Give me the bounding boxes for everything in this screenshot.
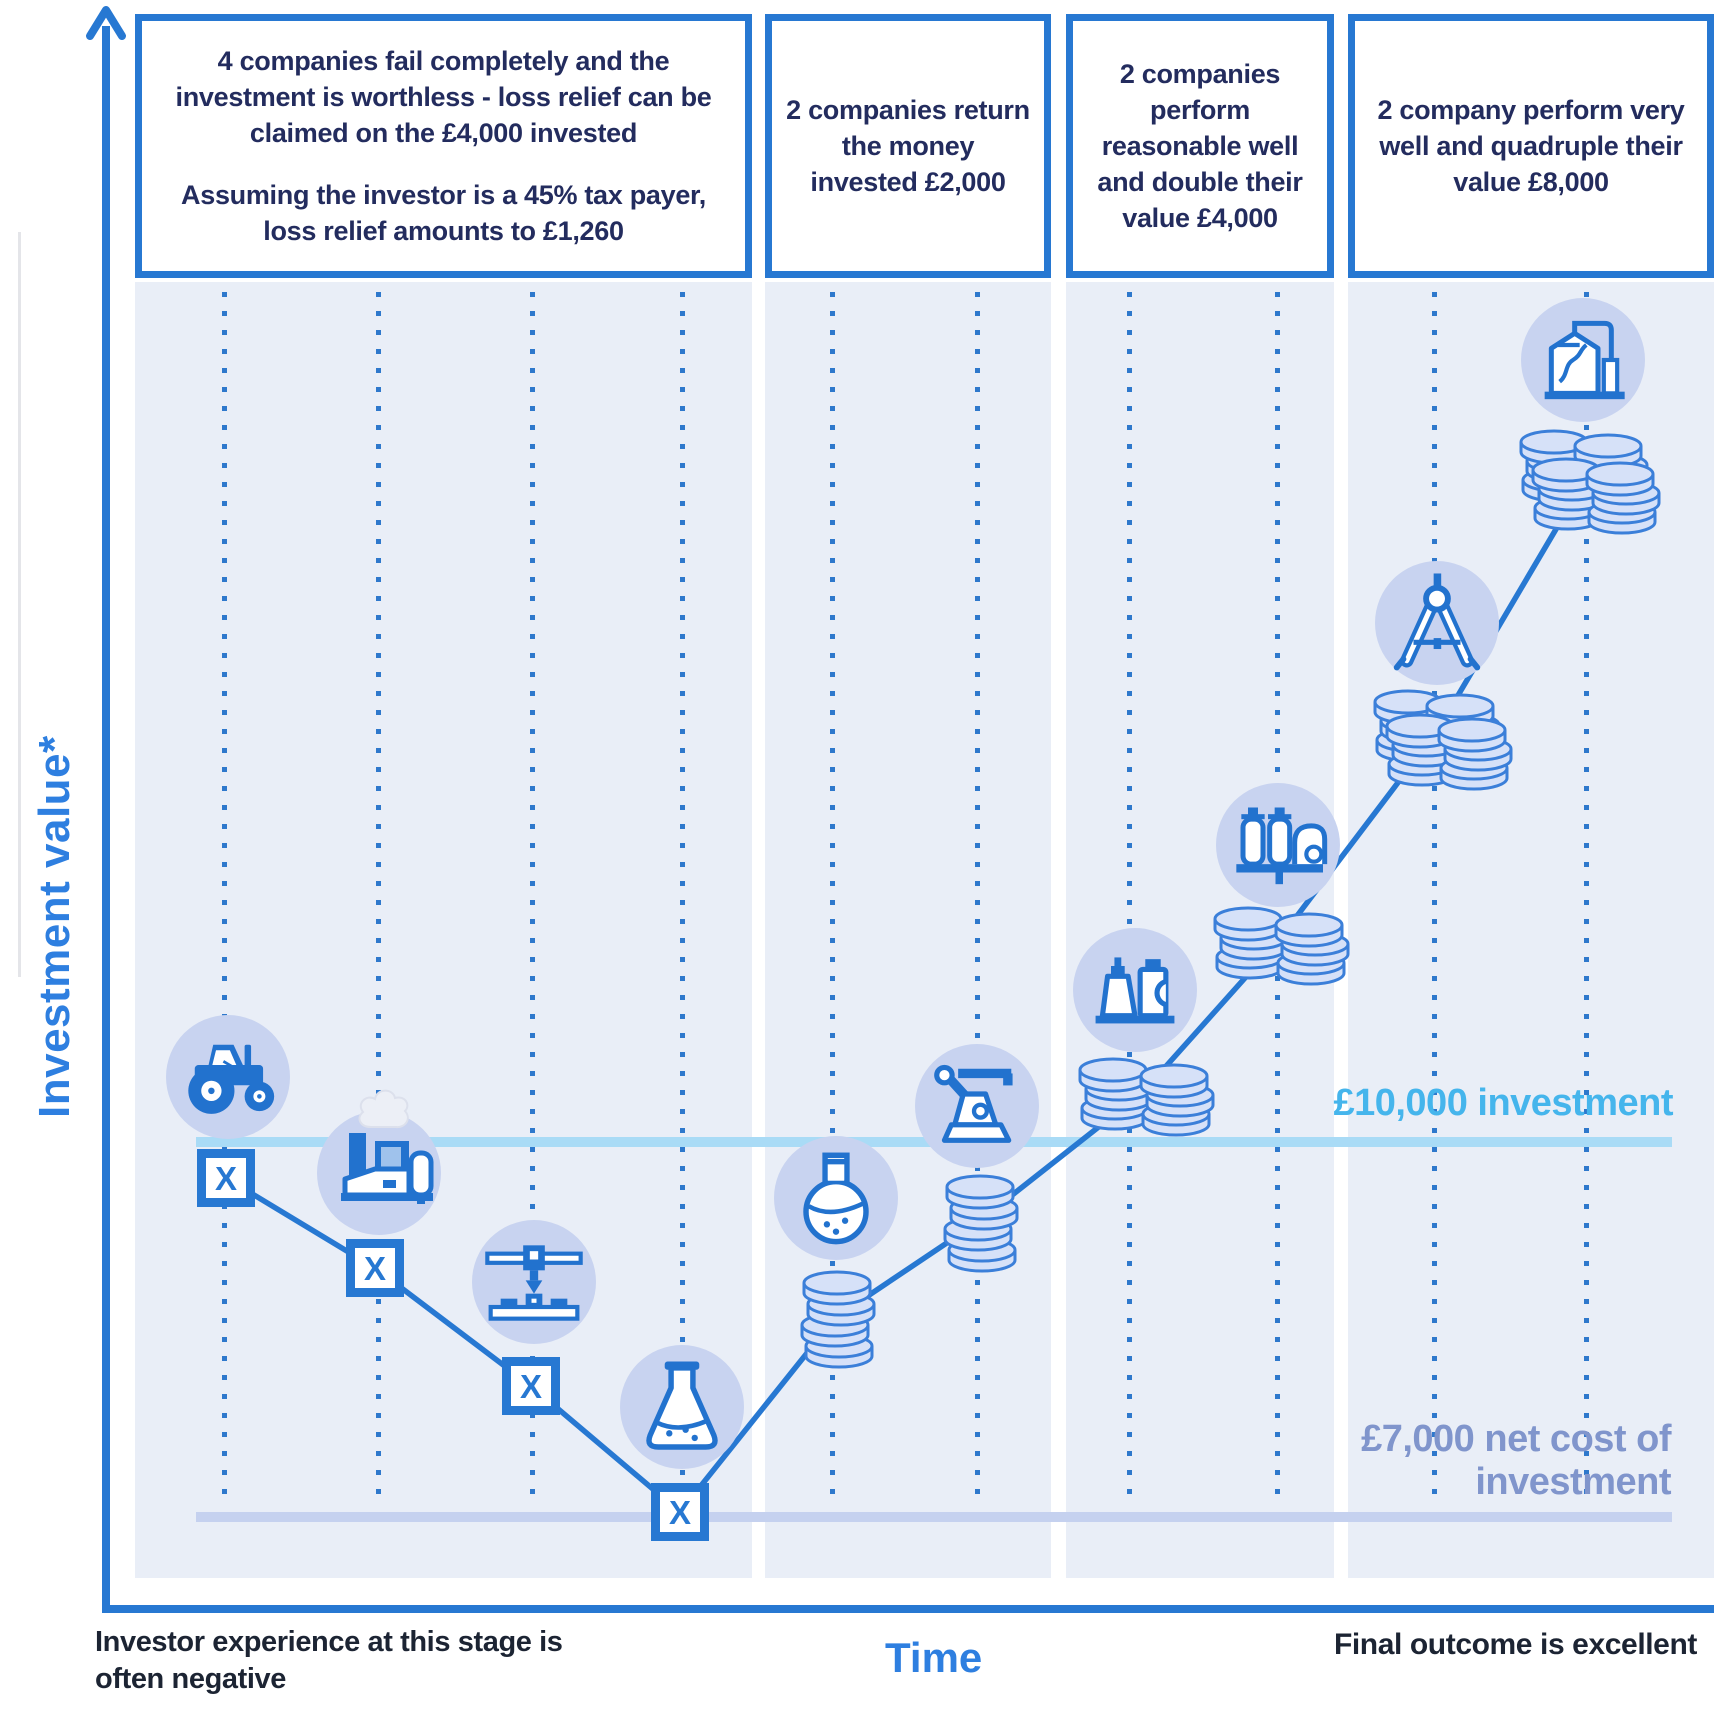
dotted-timeline <box>376 292 381 1500</box>
erlenmeyer-flask-icon <box>646 1361 718 1450</box>
company-circle <box>317 1089 441 1235</box>
3d-printer-icon <box>485 1245 583 1321</box>
fail-marker: X <box>197 1149 255 1207</box>
smoke-icon <box>358 1089 409 1129</box>
annotation-text: 2 companies perform reasonable well and … <box>1097 58 1303 234</box>
dotted-timeline <box>1584 292 1589 1500</box>
boiling-flask-icon <box>803 1152 869 1245</box>
fail-marker-label: X <box>214 1159 237 1197</box>
company-circle <box>1216 783 1340 907</box>
dotted-timeline <box>680 292 685 1500</box>
annotation-box-quadrupled: 2 company perform very well and quadrupl… <box>1348 14 1714 278</box>
company-circle <box>166 1015 290 1139</box>
fail-marker: X <box>502 1357 560 1415</box>
y-axis-label: Investment value* <box>30 735 79 1118</box>
tractor-icon <box>188 1044 275 1114</box>
bioreactor-icon <box>1236 807 1328 885</box>
fail-marker-label: X <box>668 1493 691 1531</box>
stage-panel-quadrupled <box>1348 282 1714 1578</box>
x-axis-label: Time <box>885 1634 983 1681</box>
annotation-box-doubled: 2 companies perform reasonable well and … <box>1066 14 1334 278</box>
fail-marker-label: X <box>519 1367 542 1405</box>
company-circle <box>915 1044 1039 1168</box>
annotation-text: 4 companies fail completely and the inve… <box>175 45 712 148</box>
bottom-left-caption: Investor experience at this stage is oft… <box>95 1626 563 1695</box>
net-cost-line <box>196 1512 1672 1522</box>
dotted-timeline <box>1432 292 1437 1500</box>
robot-arm-icon <box>934 1064 1013 1143</box>
y-axis-arrow-icon <box>86 6 126 40</box>
stage-panel-doubled <box>1066 282 1334 1578</box>
fail-marker-label: X <box>363 1249 386 1287</box>
annotation-text: 2 company perform very well and quadrupl… <box>1377 94 1685 198</box>
net-cost-line-label: £7,000 net cost of investment <box>1361 1418 1671 1503</box>
fail-marker: X <box>651 1483 709 1541</box>
dotted-timeline <box>975 292 980 1500</box>
company-circle <box>1521 298 1645 422</box>
stage-panel-returned <box>765 282 1051 1578</box>
factory-icon <box>341 1089 434 1204</box>
company-circle <box>472 1220 596 1344</box>
dotted-timeline <box>222 292 227 1500</box>
annotation-box-returned: 2 companies return the money invested £2… <box>765 14 1051 278</box>
dotted-timeline <box>830 292 835 1500</box>
annotation-text: Assuming the investor is a 45% tax payer… <box>181 180 706 247</box>
company-circle <box>1073 928 1197 1052</box>
distillery-icon <box>1544 320 1625 400</box>
investment-line-label: £10,000 investment <box>1333 1082 1673 1124</box>
company-circle <box>620 1345 744 1469</box>
company-circle <box>1375 561 1499 685</box>
left-edge-line <box>18 232 21 977</box>
cosmetics-icon <box>1095 957 1175 1024</box>
bottom-right-caption: Final outcome is excellent <box>1333 1628 1697 1661</box>
annotation-box-failed: 4 companies fail completely and the inve… <box>135 14 752 278</box>
drafting-compass-icon <box>1393 573 1481 671</box>
fail-marker: X <box>346 1239 404 1297</box>
company-circle <box>774 1136 898 1260</box>
dotted-timeline <box>1127 292 1132 1500</box>
annotation-text: 2 companies return the money invested £2… <box>786 94 1030 198</box>
